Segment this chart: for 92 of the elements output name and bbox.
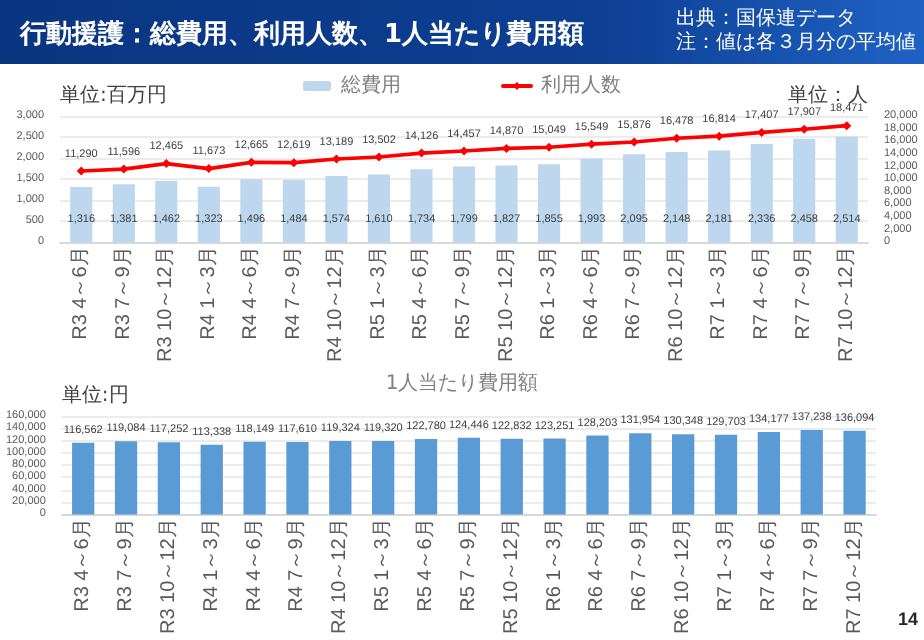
- bar: [200, 444, 223, 515]
- bar: [240, 179, 263, 243]
- bar: [750, 143, 773, 243]
- bar: [757, 431, 781, 515]
- bar: [538, 164, 561, 243]
- x-tick-label: R4 4～6月: [243, 518, 266, 612]
- point: [76, 166, 86, 176]
- x-tick-label: R7 4～6月: [750, 246, 773, 340]
- x-tick-label: R3 7～9月: [115, 518, 138, 612]
- bar: [708, 150, 731, 243]
- bar: [800, 430, 823, 515]
- bar: [665, 151, 688, 243]
- x-tick-label: R4 1～3月: [197, 246, 220, 340]
- x-tick-label: R5 7～9月: [453, 246, 475, 340]
- x-tick-label: R7 10～12月: [843, 518, 866, 635]
- point: [459, 146, 469, 156]
- x-tick-label: R6 10～12月: [672, 518, 695, 635]
- point: [629, 137, 639, 147]
- x-tick-label: R4 7～9月: [286, 518, 309, 612]
- bar: [543, 438, 566, 515]
- y-axis-title: 単位:円: [61, 383, 129, 407]
- x-tick-label: R7 4～6月: [757, 518, 780, 612]
- bar: [197, 186, 220, 243]
- legend-label: 総費用: [339, 73, 401, 97]
- bar: [72, 442, 95, 515]
- bar: [500, 438, 523, 515]
- bar: [714, 434, 738, 515]
- x-tick-label: R3 4～6月: [70, 246, 93, 340]
- x-tick-label: R4 1～3月: [200, 518, 223, 612]
- x-tick-label: R4 10～12月: [325, 246, 348, 363]
- bar: [286, 442, 309, 515]
- x-tick-label: R5 1～3月: [367, 246, 390, 340]
- x-tick-label: R5 7～9月: [457, 518, 480, 612]
- x-tick-label: R5 10～12月: [495, 246, 518, 363]
- bar: [843, 430, 866, 515]
- x-tick-label: R3 10～12月: [155, 246, 178, 363]
- bar: [452, 166, 476, 243]
- bar: [114, 441, 138, 515]
- bar: [372, 441, 395, 515]
- x-tick-label: R5 10～12月: [500, 518, 523, 635]
- x-tick-label: R5 4～6月: [415, 518, 438, 612]
- x-tick-label: R4 4～6月: [240, 246, 263, 340]
- bar: [282, 179, 305, 243]
- x-tick-label: R4 10～12月: [329, 518, 352, 635]
- x-tick-label: R4 7～9月: [282, 246, 305, 340]
- legend-label: 利用人数: [541, 73, 621, 97]
- bar: [629, 433, 652, 515]
- x-tick-label: R5 1～3月: [372, 518, 395, 612]
- x-tick-label: R7 1～3月: [715, 518, 738, 612]
- bar: [243, 441, 266, 515]
- bar: [835, 136, 858, 243]
- x-tick-label: R6 4～6月: [586, 518, 609, 612]
- text: 14: [897, 609, 919, 629]
- chart-title: 行動援護：総費用、利用人数、1人当たり費用額: [20, 17, 585, 52]
- bar: [623, 154, 646, 243]
- x-tick-label: R6 4～6月: [580, 246, 603, 340]
- x-tick-label: R7 7～9月: [800, 518, 823, 612]
- bar: [495, 165, 518, 243]
- chart-title: 1人当たり費用額: [385, 371, 539, 395]
- point: [842, 121, 852, 131]
- bar: [112, 184, 135, 243]
- bar: [672, 434, 695, 515]
- x-tick-label: R7 1～3月: [708, 246, 731, 340]
- bar: [457, 437, 481, 515]
- bar: [329, 441, 352, 515]
- point: [161, 159, 171, 169]
- point: [119, 164, 129, 174]
- x-tick-label: R6 7～9月: [623, 246, 646, 340]
- text: 注：値は各３月分の平均値: [676, 32, 916, 56]
- bar: [367, 174, 390, 243]
- x-tick-label: R7 10～12月: [835, 246, 858, 363]
- bar: [410, 169, 433, 243]
- bar: [157, 442, 181, 515]
- bar: [580, 158, 603, 243]
- x-tick-label: R3 7～9月: [112, 246, 135, 340]
- x-tick-label: R7 7～9月: [793, 246, 816, 340]
- x-tick-label: R6 1～3月: [538, 246, 561, 340]
- x-tick-label: R6 1～3月: [543, 518, 566, 612]
- x-tick-label: R6 10～12月: [665, 246, 688, 363]
- bar: [325, 176, 348, 243]
- x-tick-label: R3 10～12月: [157, 518, 180, 635]
- bar: [70, 186, 93, 243]
- y-axis-title: 単位:百万円: [60, 83, 167, 107]
- bar: [155, 180, 178, 243]
- bar: [793, 138, 816, 243]
- bar: [414, 438, 438, 515]
- x-tick-label: R5 4～6月: [410, 246, 433, 340]
- x-tick-label: R6 7～9月: [629, 518, 652, 612]
- source-note: 出典：国保連データ: [676, 8, 858, 31]
- x-tick-label: R3 4～6月: [72, 518, 95, 612]
- bar: [586, 435, 609, 515]
- point: [374, 152, 384, 162]
